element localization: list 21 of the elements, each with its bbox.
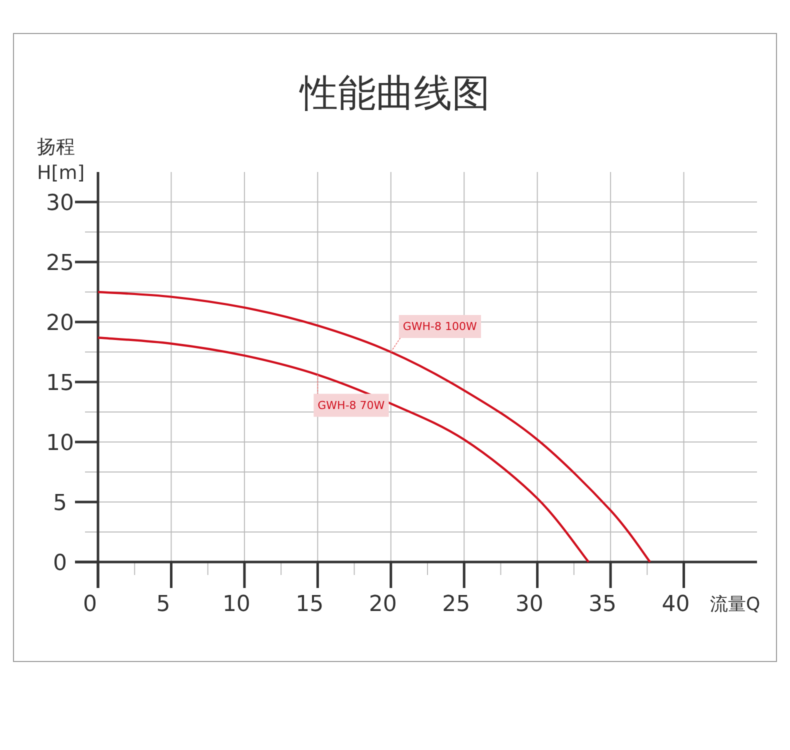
y-tick-label: 25: [46, 251, 74, 276]
y-tick-label: 5: [53, 491, 67, 516]
series-label: GWH-8 70W: [318, 398, 385, 412]
y-tick-label: 20: [46, 311, 74, 336]
x-tick-label: 40: [662, 592, 690, 617]
x-tick-label: 0: [83, 592, 97, 617]
x-tick-label: 10: [222, 592, 250, 617]
x-tick-label: 35: [588, 592, 617, 617]
x-tick-label: 30: [515, 592, 544, 617]
x-tick-label: 5: [156, 592, 170, 617]
y-tick-label: 15: [46, 371, 74, 396]
x-axis-title: 流量Q: [710, 594, 760, 615]
chart-title: 性能曲线图: [299, 71, 490, 115]
y-axis-title: 扬程 H[m]: [37, 136, 85, 184]
x-tick-label: 15: [296, 592, 324, 617]
text: GWH-8 100W: [402, 320, 478, 333]
y-tick-label: 30: [46, 191, 74, 216]
x-tick-label: 25: [442, 592, 470, 617]
y-tick-label: 10: [46, 431, 74, 456]
x-tick-label: 20: [368, 592, 397, 617]
y-tick-label: 0: [53, 551, 67, 576]
